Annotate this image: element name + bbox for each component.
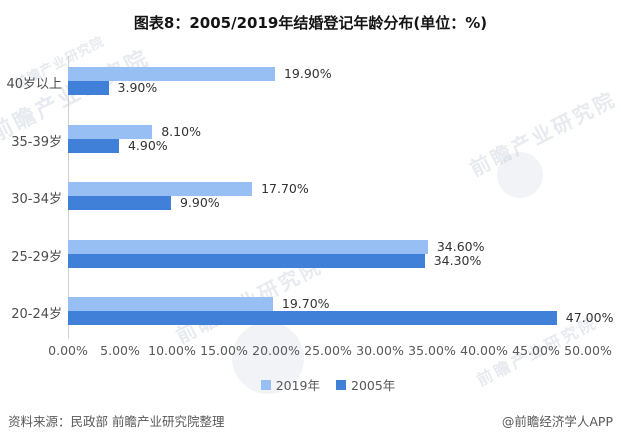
- legend-label-2005: 2005年: [351, 378, 396, 393]
- bar-value-label: 8.10%: [161, 123, 201, 139]
- category-label: 25-29岁: [11, 249, 62, 265]
- bar-2019年: [68, 67, 275, 81]
- x-tick-label: 0.00%: [48, 343, 88, 358]
- category-label: 35-39岁: [11, 134, 62, 150]
- category-label: 20-24岁: [11, 307, 62, 322]
- legend: 2019年 2005年: [68, 375, 588, 394]
- x-tick-label: 35.00%: [408, 343, 456, 358]
- x-tick-label: 20.00%: [252, 343, 300, 358]
- legend-label-2019: 2019年: [275, 378, 320, 393]
- bar-value-label: 47.00%: [565, 310, 614, 325]
- bar-value-label: 34.60%: [436, 238, 485, 254]
- x-tick-label: 10.00%: [148, 343, 196, 358]
- x-tick-label: 25.00%: [304, 343, 352, 358]
- legend-item-2019: 2019年: [260, 375, 320, 394]
- legend-item-2005: 2005年: [336, 375, 395, 394]
- category-label: 40岁以上: [6, 77, 62, 92]
- x-tick-label: 15.00%: [200, 343, 248, 358]
- bar-2005年: [68, 138, 119, 153]
- x-tick-label: 5.00%: [100, 343, 140, 358]
- category-label: 30-34岁: [11, 192, 62, 207]
- bar-value-label: 4.90%: [127, 137, 168, 153]
- bar-value-label: 34.30%: [433, 252, 482, 268]
- bar-2005年: [68, 196, 171, 210]
- chart-title: 图表8：2005/2019年结婚登记年龄分布(单位：%): [133, 14, 488, 32]
- credit-text: @前瞻经济学人APP: [501, 414, 613, 429]
- bar-2019年: [68, 297, 273, 311]
- x-tick-label: 45.00%: [512, 343, 560, 358]
- legend-swatch-2019: [260, 379, 271, 390]
- bar-2019年: [68, 182, 253, 196]
- x-tick-label: 50.00%: [564, 343, 612, 358]
- legend-swatch-2005: [336, 379, 346, 390]
- x-tick-label: 30.00%: [356, 343, 404, 358]
- bar-2005年: [68, 311, 557, 325]
- bar-2019年: [68, 124, 153, 139]
- bar-value-label: 3.90%: [117, 80, 158, 95]
- bar-value-label: 17.70%: [261, 181, 309, 196]
- source-text: 资料来源：民政部 前瞻产业研究院整理: [8, 414, 225, 429]
- bar-2019年: [68, 239, 428, 254]
- bar-2005年: [68, 81, 109, 95]
- watermark-logo: [497, 152, 543, 198]
- bar-value-label: 19.70%: [281, 296, 330, 311]
- bar-value-label: 19.90%: [283, 66, 332, 81]
- bar-value-label: 9.90%: [179, 195, 220, 210]
- footer: 资料来源：民政部 前瞻产业研究院整理 @前瞻经济学人APP: [8, 411, 613, 430]
- x-tick-label: 40.00%: [460, 343, 508, 358]
- bar-2005年: [68, 253, 425, 268]
